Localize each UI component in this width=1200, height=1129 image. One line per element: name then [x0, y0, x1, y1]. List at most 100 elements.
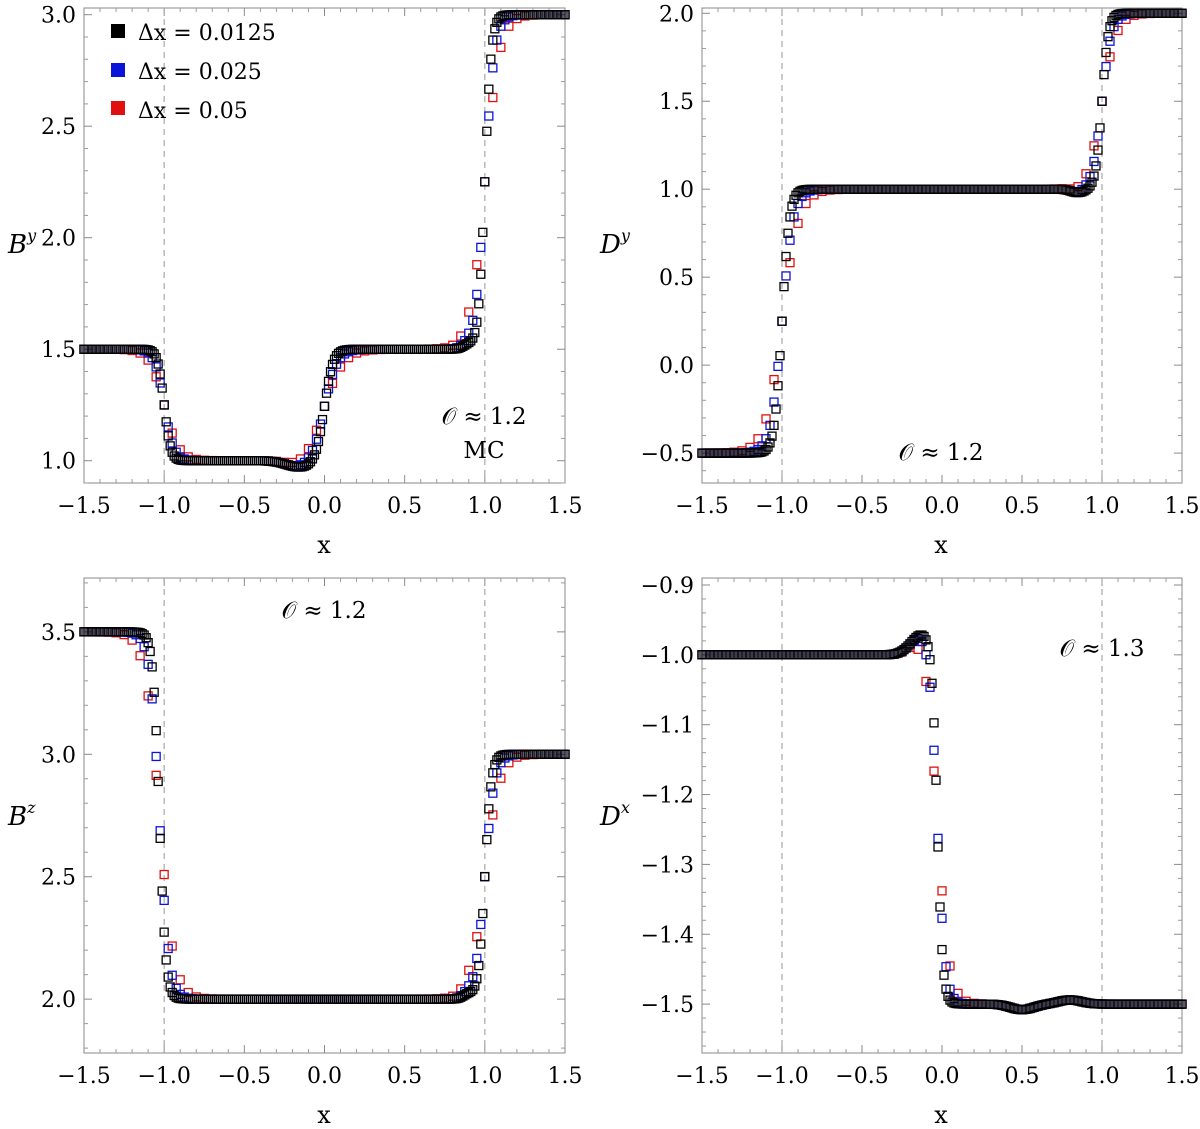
data-point-black	[474, 960, 484, 971]
data-point-red	[913, 644, 923, 655]
data-point-red	[472, 260, 482, 270]
data-point-red	[135, 651, 145, 661]
data-point-black	[482, 126, 492, 136]
data-point-red	[937, 886, 947, 896]
data-point-black	[1105, 21, 1115, 32]
x-tick-label: −0.5	[218, 494, 271, 519]
x-tick-label: −1.0	[755, 494, 808, 519]
legend-entry-blue: Δx = 0.025	[111, 60, 262, 85]
data-point-black	[773, 381, 783, 391]
data-point-black	[767, 431, 777, 441]
data-point-black	[165, 441, 175, 451]
data-point-black	[145, 646, 155, 657]
data-point-black	[313, 436, 324, 447]
data-point-black	[785, 212, 795, 222]
data-point-black	[1091, 161, 1101, 171]
x-axis-label: x	[317, 531, 331, 559]
data-point-blue	[773, 361, 783, 372]
data-point-red	[175, 975, 185, 985]
x-tick-label: 0.0	[307, 494, 342, 519]
data-point-black	[482, 834, 492, 845]
data-point-black	[478, 908, 488, 919]
data-point-black	[765, 438, 775, 448]
data-point-black	[935, 902, 945, 912]
x-tick-label: 0.5	[1005, 1064, 1040, 1089]
y-tick-label: −1.2	[641, 784, 694, 809]
data-point-blue	[937, 913, 947, 923]
data-point-black	[155, 369, 165, 379]
data-point-black	[323, 376, 334, 387]
x-tick-label: −1.5	[57, 494, 110, 519]
data-point-red	[929, 766, 939, 776]
x-axis-label: x	[934, 531, 948, 559]
data-point-black	[141, 633, 151, 643]
data-point-black	[775, 351, 785, 361]
data-point-black	[470, 981, 480, 991]
x-tick-label: −0.5	[835, 494, 888, 519]
data-point-blue	[1093, 131, 1103, 141]
x-tick-label: −1.0	[137, 1064, 190, 1089]
data-point-blue	[159, 895, 169, 906]
data-point-black	[149, 687, 159, 697]
x-tick-label: 1.0	[1085, 494, 1120, 519]
data-point-black	[151, 353, 161, 363]
data-point-black	[157, 886, 167, 896]
data-point-black	[143, 637, 153, 648]
data-point-blue	[488, 63, 498, 73]
data-point-black	[319, 401, 330, 412]
y-tick-label: 3.5	[41, 621, 76, 646]
x-axis-label: x	[934, 1101, 948, 1129]
x-tick-label: 1.0	[467, 1064, 502, 1089]
y-tick-label: −1.4	[641, 923, 694, 948]
data-point-black	[560, 749, 570, 759]
data-point-black	[1101, 47, 1111, 58]
data-point-blue	[163, 943, 173, 954]
data-point-black	[315, 426, 326, 437]
legend-entry-black: Δx = 0.0125	[111, 21, 276, 46]
plot-frame	[701, 7, 1183, 484]
order-annotation: 𝒪 ≈ 1.3	[1060, 636, 1145, 662]
data-point-black	[159, 927, 169, 937]
data-point-red	[464, 307, 474, 317]
x-tick-label: 0.0	[925, 494, 960, 519]
x-tick-label: 1.5	[548, 1064, 583, 1089]
data-point-black	[486, 782, 496, 792]
data-point-black	[476, 269, 486, 279]
y-tick-label: 2.0	[41, 988, 76, 1013]
y-tick-label: 2.0	[659, 2, 694, 27]
data-point-black	[560, 10, 570, 20]
data-point-blue	[769, 397, 779, 407]
data-point-blue	[155, 826, 165, 836]
data-point-black	[321, 388, 332, 398]
data-point-blue	[151, 751, 161, 762]
legend-entry-red: Δx = 0.05	[111, 99, 248, 124]
y-tick-label: −1.1	[641, 714, 694, 739]
data-point-black	[777, 316, 787, 326]
x-tick-label: −1.5	[675, 494, 728, 519]
y-axis-label: By	[7, 226, 37, 260]
data-point-black	[783, 228, 793, 238]
panel-dy: −1.5 −1.0 −0.5 0.0 0.5 1.0 1.5 −0.5 0.0 0.5 1.0 1.5…	[599, 2, 1200, 559]
data-point-black	[153, 359, 163, 369]
data-point-black	[939, 970, 949, 980]
data-point-black	[474, 299, 484, 309]
x-tick-label: 1.5	[1165, 1064, 1200, 1089]
data-point-blue	[484, 111, 494, 121]
x-tick-label: −0.5	[218, 1064, 271, 1089]
legend-label-blue: Δx = 0.025	[138, 60, 262, 85]
x-tick-label: 1.5	[548, 494, 583, 519]
y-tick-label: −1.0	[641, 644, 694, 669]
x-tick-label: 0.0	[307, 1064, 342, 1089]
data-point-black	[787, 201, 797, 211]
y-tick-label: −0.9	[641, 574, 694, 599]
data-point-black	[159, 400, 169, 410]
data-point-black	[163, 431, 173, 441]
data-point-black	[161, 417, 171, 427]
x-tick-label: 1.0	[1085, 1064, 1120, 1089]
y-axis-label: Bz	[7, 798, 36, 832]
data-point-black	[478, 227, 488, 238]
panel-dx: −1.5 −1.0 −0.5 0.0 0.5 1.0 1.5 −1.5 −1.4 −1.3 −1.2…	[599, 574, 1200, 1129]
y-tick-label: 1.5	[41, 338, 76, 363]
data-point-black	[472, 317, 482, 327]
